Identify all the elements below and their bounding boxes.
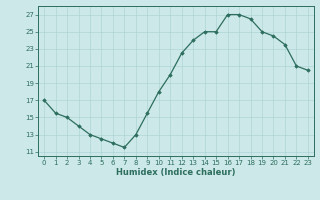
X-axis label: Humidex (Indice chaleur): Humidex (Indice chaleur)	[116, 168, 236, 177]
